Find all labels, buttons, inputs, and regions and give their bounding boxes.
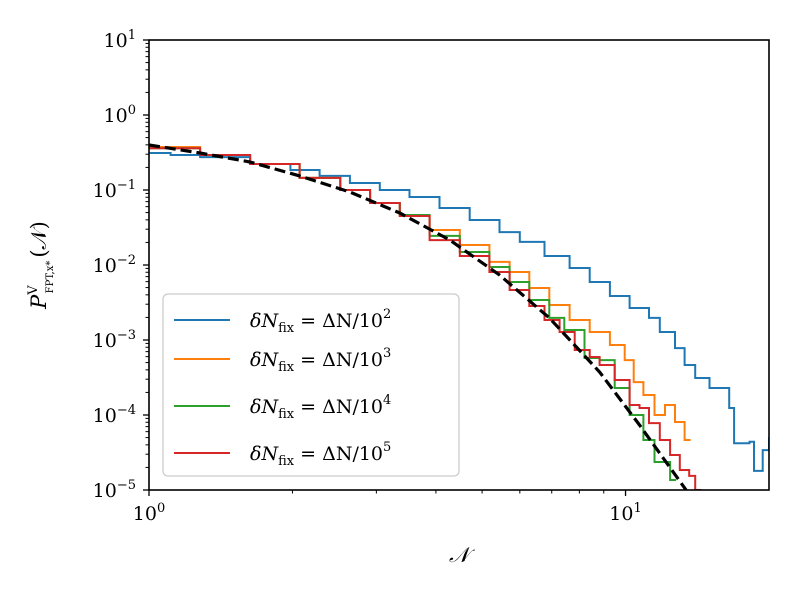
y-tick-label: 101 [104,28,136,52]
x-axis-label: 𝒩 [449,543,475,567]
legend-label: δNfix = ΔN/102 [250,307,391,336]
x-tick-label: 100 [133,501,165,525]
y-tick-label: 10−5 [93,478,136,502]
y-tick-label: 10−4 [93,403,136,427]
legend-label: δNfix = ΔN/105 [250,440,391,469]
legend-box [162,293,460,477]
x-tick-label: 101 [609,501,641,525]
y-tick-label: 10−1 [93,178,136,202]
legend-label: δNfix = ΔN/104 [250,393,391,422]
series-line-1 [149,152,769,472]
legend: δNfix = ΔN/102 δNfix = ΔN/103 δNfix = ΔN/1… [162,293,460,477]
y-tick-label: 100 [104,103,136,127]
y-tick-label: 10−3 [93,328,136,352]
tick-layer: 100 101 10−5 10−4 10−3 10−2 10−1 100 101 [93,28,642,525]
y-tick-label: 10−2 [93,253,136,277]
series-layer [149,143,769,490]
y-axis-label: PV FPT,x*(𝒩) [26,221,56,310]
analytic-dashed-line [149,143,688,490]
series-line-4 [149,147,702,490]
legend-label: δNfix = ΔN/103 [250,346,391,375]
